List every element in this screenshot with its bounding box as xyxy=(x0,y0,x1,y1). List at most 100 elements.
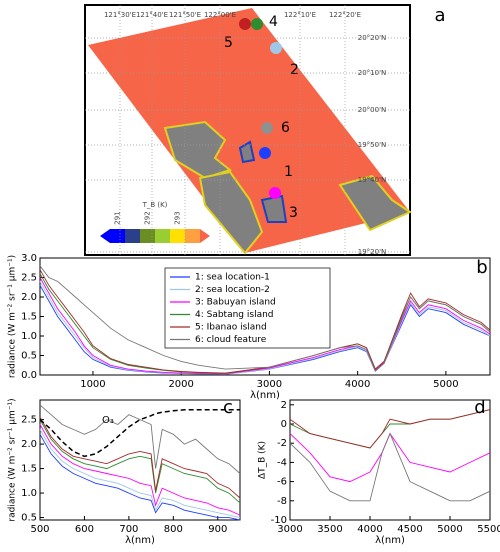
ozone-curve xyxy=(39,409,240,458)
lon-label: 121°40'E xyxy=(136,11,168,19)
lat-label: 19°40'N xyxy=(358,176,386,184)
x-tick-label: 2000 xyxy=(168,379,193,390)
y-tick-label: 0.5 xyxy=(21,351,37,362)
y-tick-label: 1.5 xyxy=(21,464,37,475)
legend-label: 3: Babuyan island xyxy=(195,298,276,308)
series-line xyxy=(39,434,241,521)
colorbar-tick-label: 293 xyxy=(174,211,182,224)
panel-label: a xyxy=(434,5,445,26)
series-line xyxy=(39,424,241,516)
x-tick-label: 500 xyxy=(30,524,49,535)
legend-label: 6: cloud feature xyxy=(195,335,267,345)
colorbar-cell xyxy=(170,229,185,243)
y-tick-label: 1.5 xyxy=(21,312,37,323)
colorbar-label: T_B (K) xyxy=(142,201,168,209)
y-tick-label: 2 xyxy=(281,400,287,411)
x-tick-label: 4000 xyxy=(345,379,370,390)
map-panel: 1 2 3 4 5 6 T_B (K) xyxy=(84,4,413,256)
colorbar-cell xyxy=(185,229,200,243)
swath xyxy=(88,8,410,253)
location-label: 2 xyxy=(290,62,299,78)
colorbar-arrow xyxy=(200,229,210,243)
y-tick-label: 1.0 xyxy=(21,488,37,499)
location-label: 1 xyxy=(284,164,293,180)
x-tick-label: 4000 xyxy=(357,524,382,535)
y-tick-label: 2.0 xyxy=(21,439,37,450)
lat-label: 20°00'N xyxy=(358,106,386,114)
location-label: 6 xyxy=(281,120,290,136)
lon-label: 121°30'E xyxy=(104,11,136,19)
x-tick-label: 5000 xyxy=(437,524,462,535)
panel-label: b xyxy=(476,257,487,278)
island xyxy=(238,140,256,164)
lon-label: 122°20'E xyxy=(329,11,361,19)
x-tick-label: 700 xyxy=(119,524,138,535)
x-tick-label: 5500 xyxy=(477,524,500,535)
lat-label: 19°20'N xyxy=(358,248,386,256)
colorbar-cell xyxy=(140,229,155,243)
colorbar-cell xyxy=(125,229,140,243)
location-marker xyxy=(269,187,281,199)
x-tick-label: 4500 xyxy=(397,524,422,535)
series-line xyxy=(39,265,491,372)
island xyxy=(163,120,233,180)
y-tick-label: 2.5 xyxy=(21,415,37,426)
y-tick-label: 0 xyxy=(281,419,287,430)
x-tick-label: 5000 xyxy=(433,379,458,390)
x-tick-label: 1000 xyxy=(80,379,105,390)
x-axis-label: λ(nm) xyxy=(125,535,155,546)
x-tick-label: 3000 xyxy=(257,379,282,390)
panel-label: d xyxy=(474,397,485,418)
x-tick-label: 3000 xyxy=(277,524,302,535)
location-marker xyxy=(239,18,251,30)
plot-frame xyxy=(289,399,491,521)
y-tick-label: -4 xyxy=(277,457,287,468)
y-tick-label: -2 xyxy=(277,438,287,449)
y-axis-label: radiance (W m⁻² sr⁻¹ μm⁻¹) xyxy=(8,255,18,378)
legend-label: 5: Ibanao island xyxy=(195,323,267,333)
x-axis-label: λ(nm) xyxy=(250,390,280,401)
colorbar-cell xyxy=(110,229,125,243)
lon-label: 121°50'E xyxy=(169,11,201,19)
lat-label: 20°20'N xyxy=(358,34,386,42)
panel-label: c xyxy=(223,397,233,418)
x-axis-label: λ(nm) xyxy=(375,535,405,546)
island xyxy=(338,174,413,232)
legend-label: 4: Sabtang island xyxy=(195,310,274,320)
x-tick-label: 3500 xyxy=(317,524,342,535)
y-axis-label: radiance (W m⁻² sr⁻¹ μm⁻¹) xyxy=(8,398,18,521)
series-line xyxy=(39,419,241,504)
legend-label: 1: sea location-1 xyxy=(195,273,270,283)
y-tick-label: 2.0 xyxy=(21,292,37,303)
y-tick-label: -6 xyxy=(277,477,287,488)
series-line xyxy=(39,416,241,499)
annotation: O₃ xyxy=(102,415,114,426)
legend-label: 2: sea location-2 xyxy=(195,285,270,295)
lon-label: 122°10'E xyxy=(284,11,316,19)
island xyxy=(198,170,264,255)
y-tick-label: 0.0 xyxy=(21,370,37,381)
series-line xyxy=(39,404,241,474)
series-line xyxy=(289,432,491,502)
y-tick-label: 0.5 xyxy=(21,513,37,524)
y-tick-label: -8 xyxy=(277,496,287,507)
location-label: 3 xyxy=(289,205,298,221)
lat-label: 20°10'N xyxy=(358,69,386,77)
y-tick-label: 1.0 xyxy=(21,331,37,342)
legend-box xyxy=(164,267,331,349)
y-tick-label: -10 xyxy=(271,515,287,526)
series-line xyxy=(289,409,491,449)
y-tick-label: 3.0 xyxy=(21,253,37,264)
location-marker xyxy=(270,42,282,54)
x-tick-label: 900 xyxy=(208,524,227,535)
colorbar: T_B (K) xyxy=(100,201,210,243)
plot-frame xyxy=(39,399,241,521)
location-marker xyxy=(259,147,271,159)
y-tick-label: 2.5 xyxy=(21,273,37,284)
location-label: 4 xyxy=(269,14,278,30)
series-line xyxy=(39,277,491,375)
location-marker xyxy=(251,18,263,30)
series-line xyxy=(39,281,491,375)
colorbar-tick-label: 292 xyxy=(144,211,152,224)
location-label: 5 xyxy=(224,35,233,51)
